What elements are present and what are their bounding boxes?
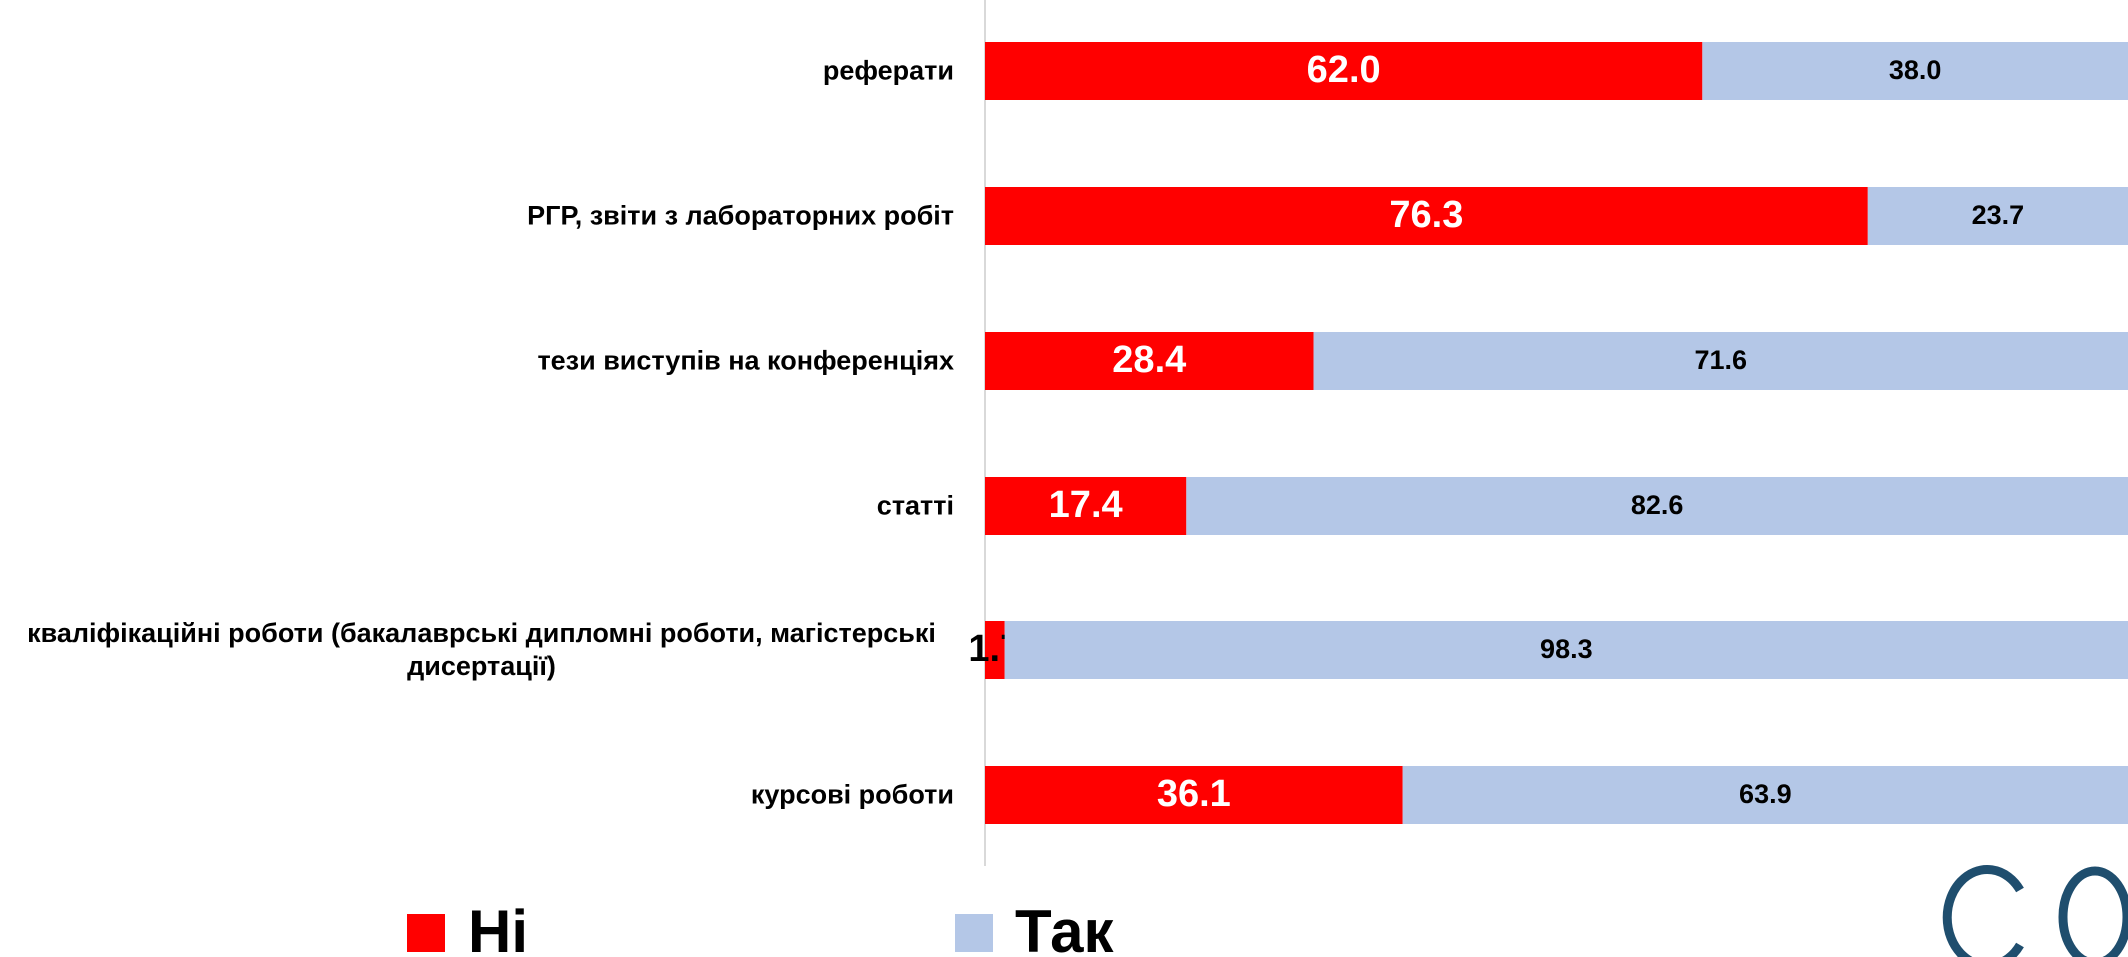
bar-segment: [985, 187, 1868, 245]
category-label: курсові роботи: [9, 779, 954, 812]
category-label: тези виступів на конференціях: [9, 345, 954, 378]
bar-segment: [985, 332, 1314, 390]
value-label: 17.4: [1049, 484, 1123, 526]
value-label: 23.7: [1972, 200, 2025, 230]
value-label: 82.6: [1631, 490, 1684, 520]
category-label: РГР, звіти з лабораторних робіт: [9, 200, 954, 233]
value-label: 71.6: [1695, 345, 1748, 375]
category-text: курсові роботи: [750, 779, 954, 810]
legend-swatch: [407, 914, 445, 952]
bar-segment: [1867, 187, 2128, 245]
category-label: кваліфікаційні роботи (бакалаврські дипл…: [9, 617, 954, 683]
legend-label: Так: [1015, 898, 1115, 957]
value-label: 98.3: [1540, 634, 1593, 664]
bar-segment: [1313, 332, 2128, 390]
bar-segment: [1004, 621, 2128, 679]
bar-segment: [1702, 42, 2128, 100]
value-label: 62.0: [1307, 49, 1381, 91]
category-label: реферати: [9, 55, 954, 88]
legend-swatch: [955, 914, 993, 952]
bar-segment: [985, 621, 1005, 679]
value-label: 63.9: [1739, 779, 1792, 809]
bar-segment: [1186, 477, 2128, 535]
value-label: 28.4: [1112, 339, 1186, 381]
value-label: 36.1: [1157, 773, 1231, 815]
category-text: статті: [876, 490, 954, 521]
bar-segment: [985, 477, 1187, 535]
bar-segment: [1402, 766, 2128, 824]
category-label: статті: [9, 490, 954, 523]
category-text: кваліфікаційні роботи (бакалаврські дипл…: [27, 618, 936, 681]
value-label: 38.0: [1889, 55, 1942, 85]
category-text: реферати: [822, 55, 954, 86]
legend-label: Ні: [468, 898, 528, 957]
category-text: РГР, звіти з лабораторних робіт: [527, 200, 954, 231]
bar-segment: [985, 42, 1703, 100]
category-text: тези виступів на конференціях: [537, 345, 954, 376]
bar-segment: [985, 766, 1403, 824]
value-label: 76.3: [1389, 194, 1463, 236]
logo: [1942, 865, 2128, 957]
